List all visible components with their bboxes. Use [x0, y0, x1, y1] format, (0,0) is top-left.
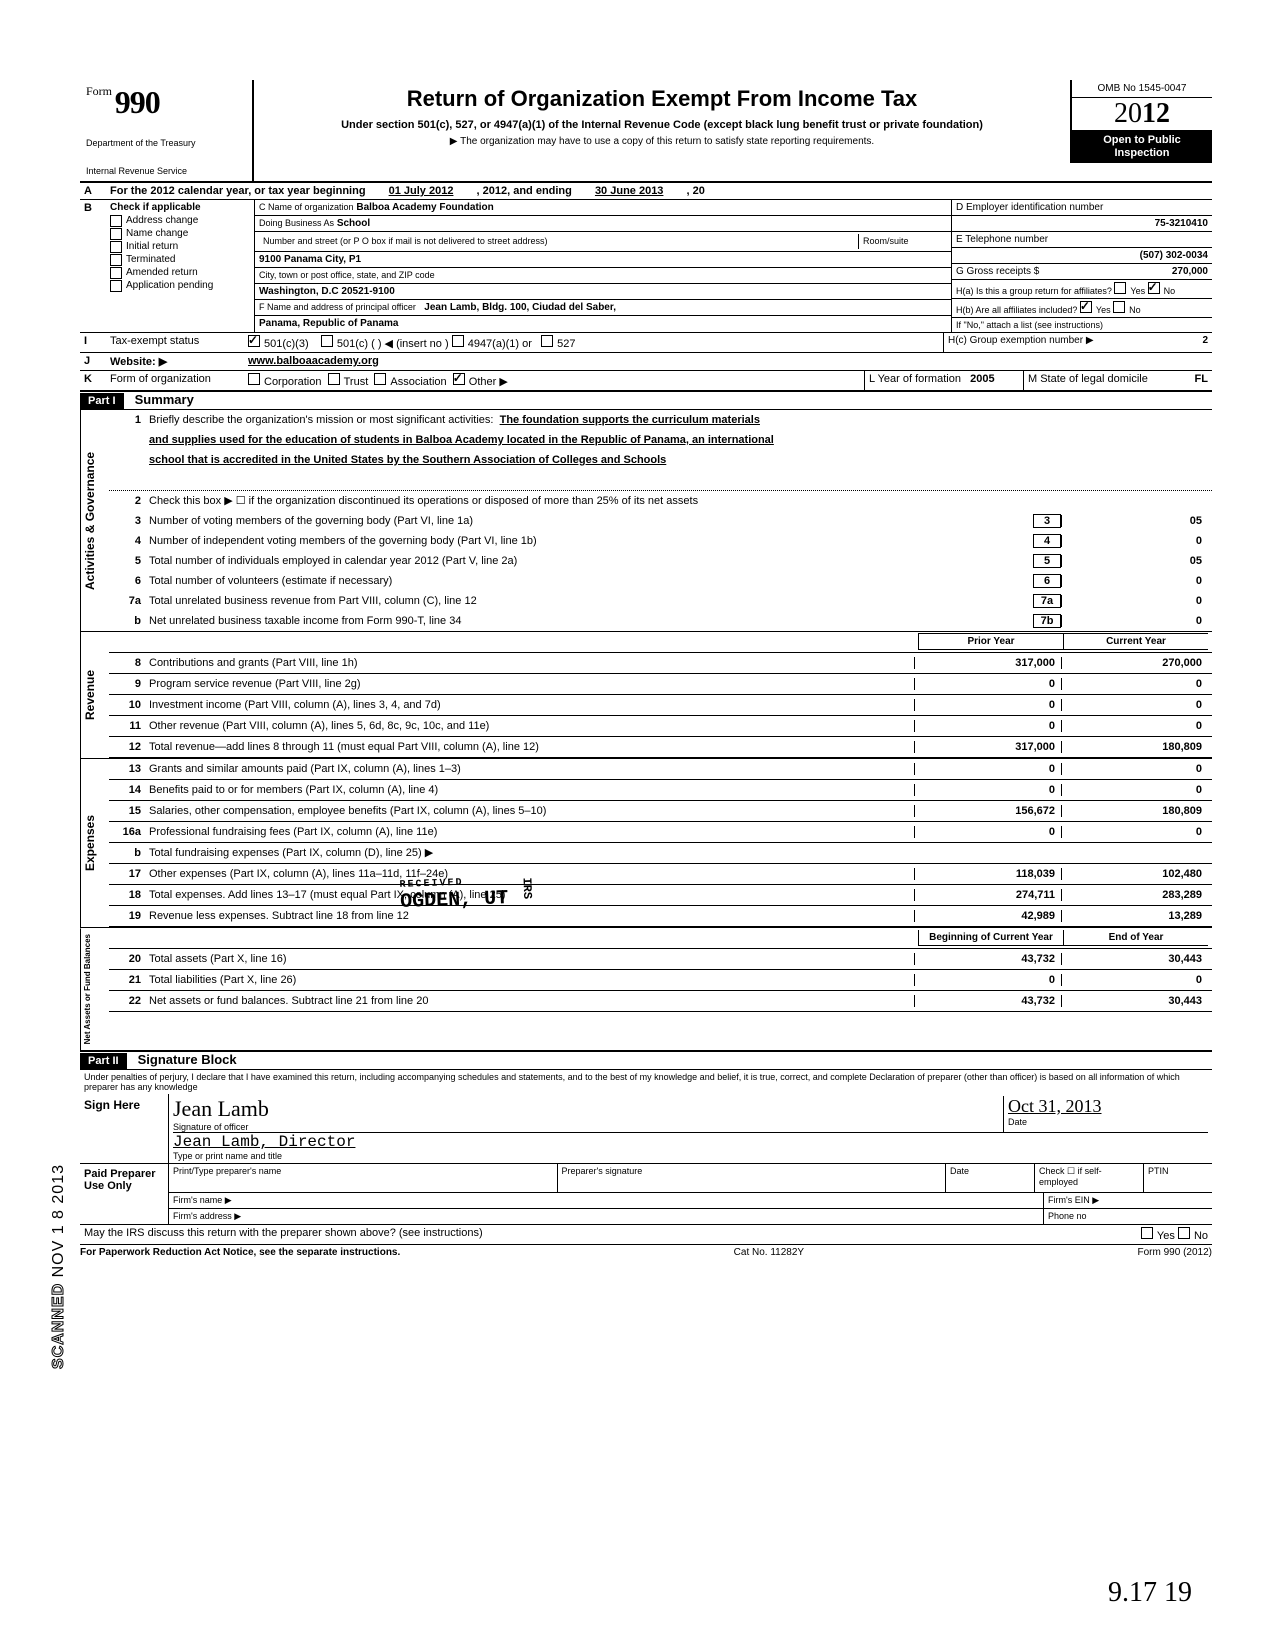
- open-public: Open to Public Inspection: [1072, 131, 1212, 163]
- page-footer: For Paperwork Reduction Act Notice, see …: [80, 1245, 1212, 1258]
- netassets-section: Net Assets or Fund Balances Beginning of…: [80, 928, 1212, 1051]
- dept-treasury: Department of the Treasury: [86, 139, 246, 149]
- identity-block: B Check if applicable Address change Nam…: [80, 200, 1212, 333]
- checkbox-pending[interactable]: [110, 280, 122, 292]
- header-left: Form 990 Department of the Treasury Inte…: [80, 80, 254, 181]
- handwritten-note: 9.17 19: [1108, 1577, 1192, 1609]
- line-k: K Form of organization Corporation Trust…: [80, 371, 1212, 391]
- right-column: D Employer identification number 75-3210…: [951, 200, 1212, 332]
- perjury-statement: Under penalties of perjury, I declare th…: [80, 1070, 1212, 1094]
- check-column: Check if applicable Address change Name …: [106, 200, 255, 332]
- activities-section: Activities & Governance 1Briefly describ…: [80, 410, 1212, 632]
- line-a: A For the 2012 calendar year, or tax yea…: [80, 183, 1212, 200]
- officer-signature: Jean Lamb: [173, 1096, 1003, 1122]
- part-2-header: Part II Signature Block: [80, 1051, 1212, 1070]
- line-j: J Website: ▶ www.balboaacademy.org: [80, 353, 1212, 371]
- subtitle: Under section 501(c), 527, or 4947(a)(1)…: [262, 118, 1062, 132]
- year-prefix: 20: [1114, 98, 1142, 129]
- ogden-stamp: RECEIVED IRS OGDEN, UT: [379, 867, 529, 922]
- checkbox-address[interactable]: [110, 215, 122, 227]
- main-title: Return of Organization Exempt From Incom…: [262, 86, 1062, 112]
- revenue-section: Revenue Prior Year Current Year 8Contrib…: [80, 632, 1212, 759]
- tax-year: 2012: [1072, 98, 1212, 131]
- checkbox-initial[interactable]: [110, 241, 122, 253]
- checkbox-terminated[interactable]: [110, 254, 122, 266]
- vtab-netassets: Net Assets or Fund Balances: [80, 928, 109, 1050]
- line-i: I Tax-exempt status 501(c)(3) 501(c) ( )…: [80, 333, 1212, 353]
- paid-preparer-row: Paid Preparer Use Only Print/Type prepar…: [80, 1164, 1212, 1225]
- vtab-expenses: Expenses: [80, 759, 109, 927]
- form-word: Form: [86, 84, 112, 98]
- expenses-section: Expenses 13Grants and similar amounts pa…: [80, 759, 1212, 928]
- vtab-governance: Activities & Governance: [80, 410, 109, 631]
- year-bold: 12: [1142, 98, 1170, 129]
- org-column: C Name of organization Balboa Academy Fo…: [255, 200, 951, 332]
- form-990-page: Form 990 Department of the Treasury Inte…: [0, 0, 1272, 1649]
- form-header: Form 990 Department of the Treasury Inte…: [80, 80, 1212, 183]
- checkbox-amended[interactable]: [110, 267, 122, 279]
- vtab-revenue: Revenue: [80, 632, 109, 758]
- dept-irs: Internal Revenue Service: [86, 167, 246, 177]
- scanned-stamp: SCANNED NOV 1 8 2013: [50, 1164, 68, 1369]
- form-number: 990: [115, 84, 160, 120]
- header-note: ▶ The organization may have to use a cop…: [262, 136, 1062, 147]
- header-right: OMB No 1545-0047 2012 Open to Public Ins…: [1070, 80, 1212, 163]
- checkbox-name[interactable]: [110, 228, 122, 240]
- sign-here-row: Sign Here Jean Lamb Signature of officer…: [80, 1094, 1212, 1164]
- discuss-row: May the IRS discuss this return with the…: [80, 1225, 1212, 1245]
- part-1-header: Part I Summary: [80, 391, 1212, 410]
- omb-number: OMB No 1545-0047: [1072, 80, 1212, 98]
- header-center: Return of Organization Exempt From Incom…: [254, 80, 1070, 151]
